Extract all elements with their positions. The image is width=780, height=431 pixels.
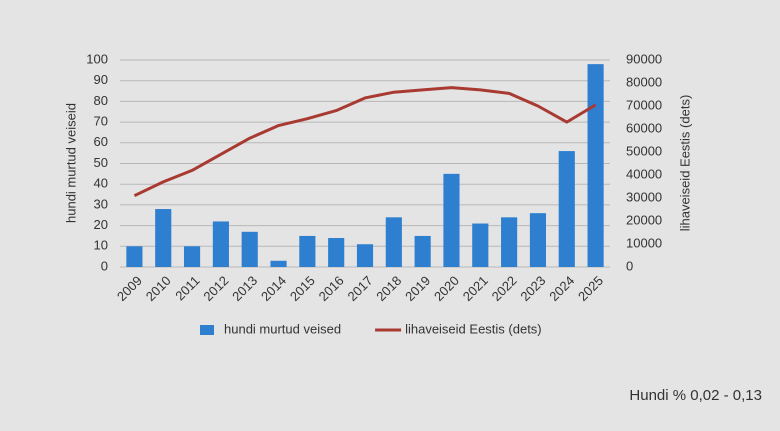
y-tick-label: 70 [94,114,108,129]
bar [414,235,431,267]
y2-tick-label: 0 [626,258,633,273]
y-tick-label: 100 [86,51,108,66]
line [133,86,597,198]
bar [212,221,229,267]
bar [183,246,201,267]
y-axis-label: hundi murtud veiseid [63,103,78,223]
y2-tick-label: 60000 [626,120,662,135]
bar [587,64,604,267]
y-tick-label: 30 [94,196,108,211]
bar [472,223,489,267]
y2-tick-label: 50000 [626,143,662,158]
bar [270,260,287,267]
y-tick-label: 90 [94,72,108,87]
bar [155,209,172,267]
y2-tick-label: 10000 [626,235,662,250]
y-tick-label: 20 [94,217,108,232]
bar [501,217,518,267]
y-tick-label: 50 [94,155,108,170]
y-tick-label: 0 [101,258,108,273]
bar [385,217,402,267]
bar [558,151,575,267]
legend-label: lihaveiseid Eestis (dets) [405,321,542,336]
annotation: Hundi % 0,02 - 0,13 [629,387,762,404]
bar [356,244,374,267]
bar [529,213,547,267]
y2-tick-label: 20000 [626,212,662,227]
y-tick-label: 40 [94,176,108,191]
legend-label: hundi murtud veised [224,321,341,336]
bar [299,235,316,267]
bar [126,246,143,267]
y-tick-label: 60 [94,134,108,149]
y2-tick-label: 30000 [626,189,662,204]
y2-tick-label: 70000 [626,97,662,112]
legend-swatch [200,325,214,335]
y2-tick-label: 80000 [626,74,662,89]
y-tick-label: 10 [94,238,108,253]
y2-axis-label: lihaveiseid Eestis (dets) [677,95,692,232]
bar [241,231,258,267]
y2-tick-label: 40000 [626,166,662,181]
y-tick-label: 80 [94,93,108,108]
y2-tick-label: 90000 [626,51,662,66]
bar [328,238,345,267]
bar [443,173,460,267]
